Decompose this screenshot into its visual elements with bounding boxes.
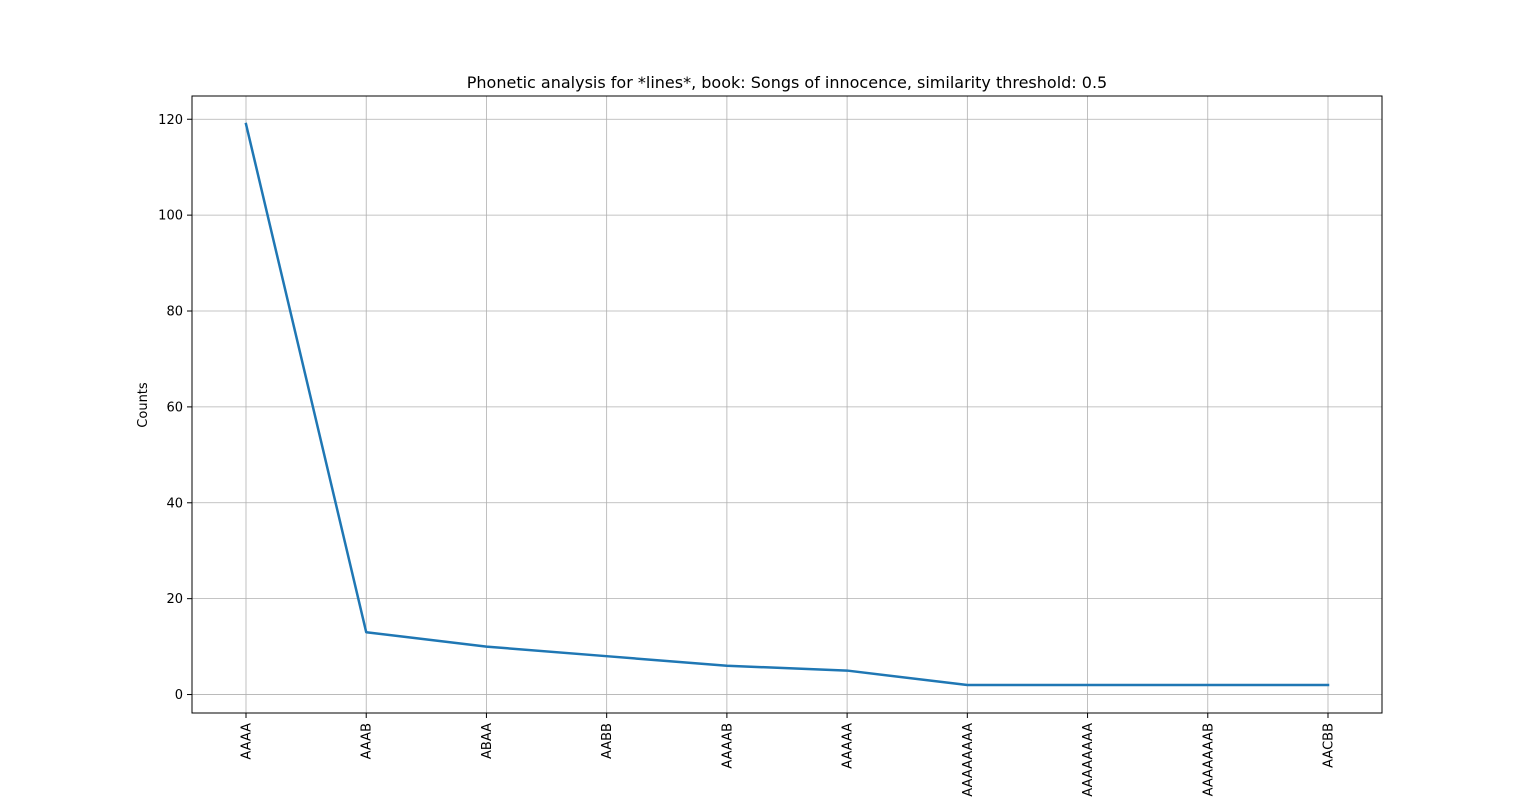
x-tick-label: AAAAAAAA	[1081, 723, 1096, 797]
data-point	[243, 121, 249, 127]
data-point	[1205, 682, 1211, 688]
y-tick-label: 120	[158, 113, 183, 128]
y-tick-label: 40	[166, 496, 183, 511]
y-tick-label: 80	[166, 305, 183, 320]
x-tick-label: AAAAA	[841, 723, 856, 769]
data-point	[363, 629, 369, 635]
x-tick-label: AAAA	[240, 723, 255, 760]
x-tick-label: AAAAAAAB	[1201, 723, 1216, 796]
data-point	[604, 653, 610, 659]
y-axis: 0 20 40 60 80 100 120	[158, 113, 192, 703]
series-layer	[243, 121, 1331, 688]
y-tick-label: 60	[166, 400, 183, 415]
data-point	[1325, 682, 1331, 688]
x-tick-label: AAAAAAAA	[961, 723, 976, 797]
y-axis-label: Counts	[136, 382, 151, 428]
plot-area-frame	[191, 95, 1383, 714]
x-tick-label: AACBB	[1322, 723, 1337, 768]
data-point	[1085, 682, 1091, 688]
x-grid-lines	[245, 96, 1329, 713]
data-point	[964, 682, 970, 688]
x-axis: AAAA AAAB ABAA AABB AAAAB AAAAA AAAAAAAA AAAAAA…	[240, 713, 1337, 797]
y-tick-label: 0	[175, 688, 183, 703]
y-tick-label: 100	[158, 209, 183, 224]
x-tick-label: AABB	[600, 723, 615, 759]
data-point	[483, 644, 489, 650]
x-tick-label: AAAB	[360, 723, 375, 759]
data-point	[724, 663, 730, 669]
data-point	[844, 668, 850, 674]
y-tick-label: 20	[166, 592, 183, 607]
x-tick-label: ABAA	[480, 723, 495, 759]
chart-title: Phonetic analysis for *lines*, book: Son…	[467, 73, 1107, 92]
x-tick-label: AAAAB	[720, 723, 735, 769]
series-line	[244, 122, 1330, 687]
y-grid-lines	[192, 118, 1382, 695]
